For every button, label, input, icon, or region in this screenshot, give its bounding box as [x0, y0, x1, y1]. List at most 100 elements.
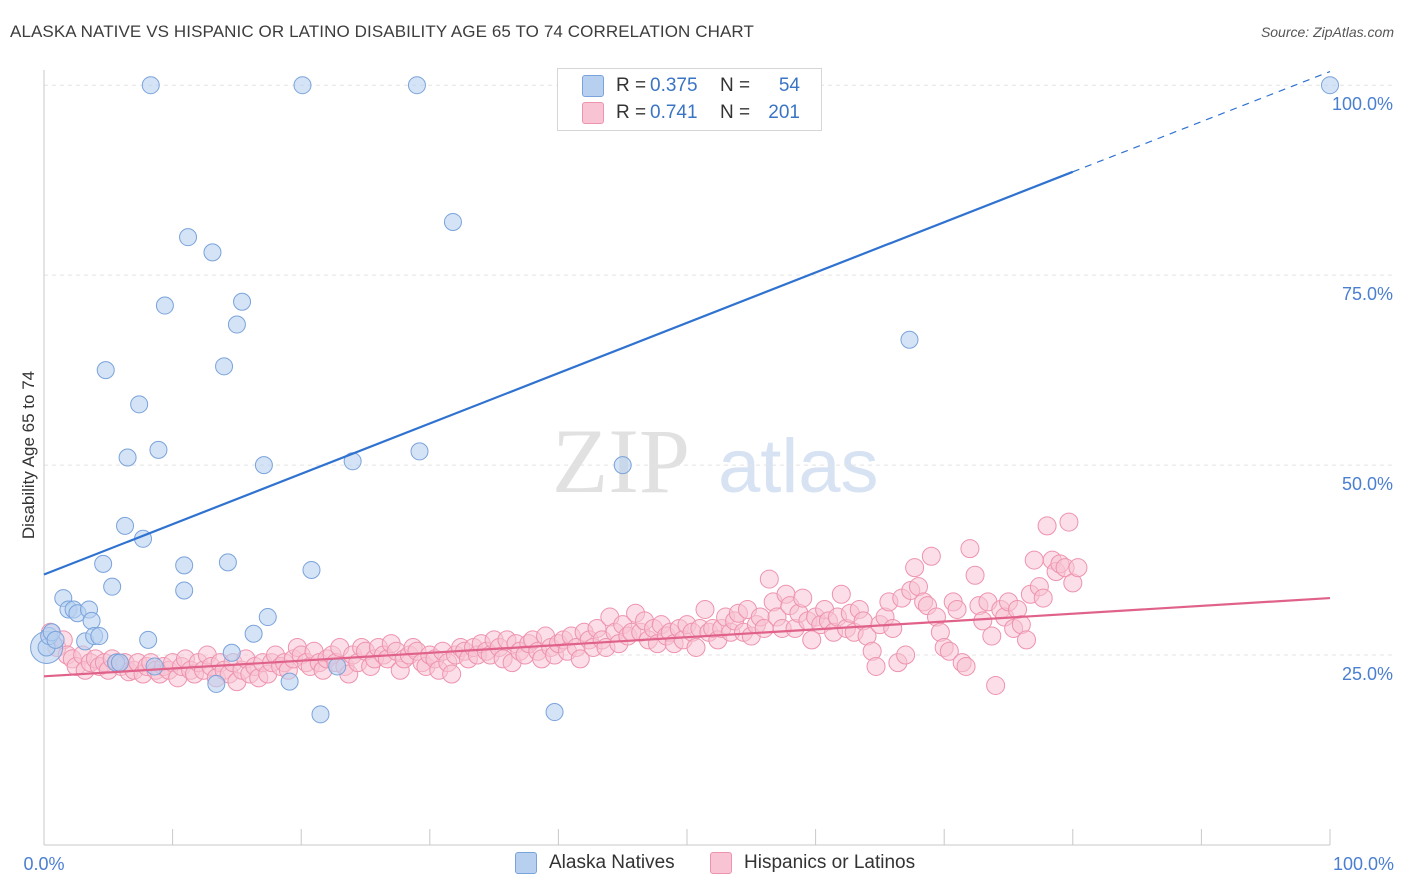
grid-lines — [44, 84, 1395, 656]
data-point-hispanic — [960, 539, 980, 559]
data-point-hispanic — [442, 664, 462, 684]
data-point-hispanic — [759, 569, 779, 589]
data-point-alaska — [145, 657, 164, 676]
trend-line-alaska-extension — [1072, 70, 1331, 173]
data-point-alaska — [328, 657, 347, 676]
data-point-alaska — [545, 703, 564, 722]
data-point-alaska — [149, 440, 168, 459]
data-point-alaska — [311, 705, 330, 724]
data-point-alaska — [103, 577, 122, 596]
data-point-alaska — [141, 76, 160, 95]
legend-row-hispanic: R = 0.741 N = 201 — [582, 100, 800, 126]
legend-swatch-hispanic — [582, 102, 604, 124]
y-tick-labels: 25.0% 50.0% 75.0% 100.0% — [1332, 94, 1393, 684]
data-point-alaska — [280, 672, 299, 691]
data-point-alaska — [244, 624, 263, 643]
data-point-hispanic — [965, 565, 985, 585]
data-point-hispanic — [986, 675, 1006, 695]
data-point-hispanic — [570, 649, 590, 669]
data-point-alaska — [900, 330, 919, 349]
data-point-hispanic — [802, 630, 822, 650]
data-point-alaska — [94, 554, 113, 573]
data-point-alaska — [293, 76, 312, 95]
data-point-hispanic — [1033, 588, 1053, 608]
trend-line-alaska — [43, 170, 1074, 576]
x-tick-label: 100.0% — [1333, 854, 1394, 874]
r-label: R = — [616, 102, 647, 123]
r-value: 0.375 — [650, 75, 698, 96]
data-point-alaska — [155, 296, 174, 315]
y-axis-label: Disability Age 65 to 74 — [19, 371, 38, 539]
data-point-hispanic — [686, 637, 706, 657]
correlation-legend: R = 0.375 N = 54 R = 0.741 N = 201 — [557, 68, 822, 131]
data-point-alaska — [222, 643, 241, 662]
data-point-alaska — [203, 243, 222, 262]
data-point-alaska — [218, 553, 237, 572]
legend-swatch-hispanic — [710, 852, 732, 874]
source-label: Source: ZipAtlas.com — [1260, 24, 1394, 40]
data-point-alaska — [613, 456, 632, 475]
data-point-hispanic — [947, 599, 967, 619]
chart-title: ALASKA NATIVE VS HISPANIC OR LATINO DISA… — [10, 22, 754, 41]
data-point-hispanic — [695, 599, 715, 619]
trend-lines — [43, 70, 1331, 678]
n-label: N = — [720, 75, 751, 96]
data-point-hispanic — [896, 645, 916, 665]
data-point-hispanic — [939, 641, 959, 661]
data-point-alaska — [82, 611, 101, 630]
data-point-hispanic — [973, 611, 993, 631]
legend-swatch-alaska — [515, 852, 537, 874]
data-point-alaska — [110, 653, 129, 672]
data-point-alaska — [254, 456, 273, 475]
data-point-alaska — [130, 395, 149, 414]
legend-item-hispanic[interactable]: Hispanics or Latinos — [710, 852, 915, 874]
r-value: 0.741 — [650, 102, 698, 123]
trend-line-hispanic — [43, 596, 1331, 678]
x-tick-label: 0.0% — [23, 854, 64, 874]
data-point-alaska — [258, 608, 277, 627]
legend-label-hispanic: Hispanics or Latinos — [744, 852, 916, 873]
data-point-hispanic — [883, 618, 903, 638]
data-point-alaska — [215, 357, 234, 376]
data-point-alaska — [410, 442, 429, 461]
data-point-alaska — [116, 516, 135, 535]
data-point-alaska — [175, 556, 194, 575]
legend-swatch-alaska — [582, 75, 604, 97]
data-point-hispanic — [956, 656, 976, 676]
data-point-hispanic — [866, 656, 886, 676]
y-tick-label: 75.0% — [1342, 284, 1393, 304]
data-point-hispanic — [1017, 630, 1037, 650]
y-tick-label: 25.0% — [1342, 664, 1393, 684]
x-tick-labels: 0.0% 100.0% — [23, 854, 1394, 874]
data-point-hispanic — [905, 558, 925, 578]
n-value: 201 — [768, 102, 800, 123]
data-point-alaska — [46, 630, 65, 649]
y-tick-label: 100.0% — [1332, 94, 1393, 114]
data-point-hispanic — [982, 626, 1002, 646]
data-point-alaska — [1321, 76, 1339, 95]
data-point-alaska — [118, 448, 137, 467]
data-point-alaska — [407, 76, 426, 95]
data-point-hispanic — [1059, 512, 1079, 532]
data-point-hispanic — [1068, 558, 1088, 578]
data-point-alaska — [90, 627, 109, 646]
data-point-alaska — [233, 292, 252, 311]
n-value: 54 — [778, 75, 800, 96]
legend-row-alaska: R = 0.375 N = 54 — [582, 73, 800, 99]
data-point-hispanic — [1037, 516, 1057, 536]
data-point-alaska — [302, 560, 321, 579]
y-tick-label: 50.0% — [1342, 474, 1393, 494]
data-point-hispanic — [793, 588, 813, 608]
data-point-alaska — [179, 228, 198, 247]
data-point-alaska — [443, 212, 462, 231]
data-point-alaska — [96, 361, 115, 380]
legend-label-alaska: Alaska Natives — [549, 852, 675, 873]
data-point-hispanic — [831, 584, 851, 604]
data-point-alaska — [175, 581, 194, 600]
data-point-alaska — [227, 315, 246, 334]
data-point-hispanic — [921, 546, 941, 566]
legend-item-alaska[interactable]: Alaska Natives — [515, 852, 675, 874]
data-point-alaska — [207, 674, 226, 693]
n-label: N = — [720, 102, 751, 123]
